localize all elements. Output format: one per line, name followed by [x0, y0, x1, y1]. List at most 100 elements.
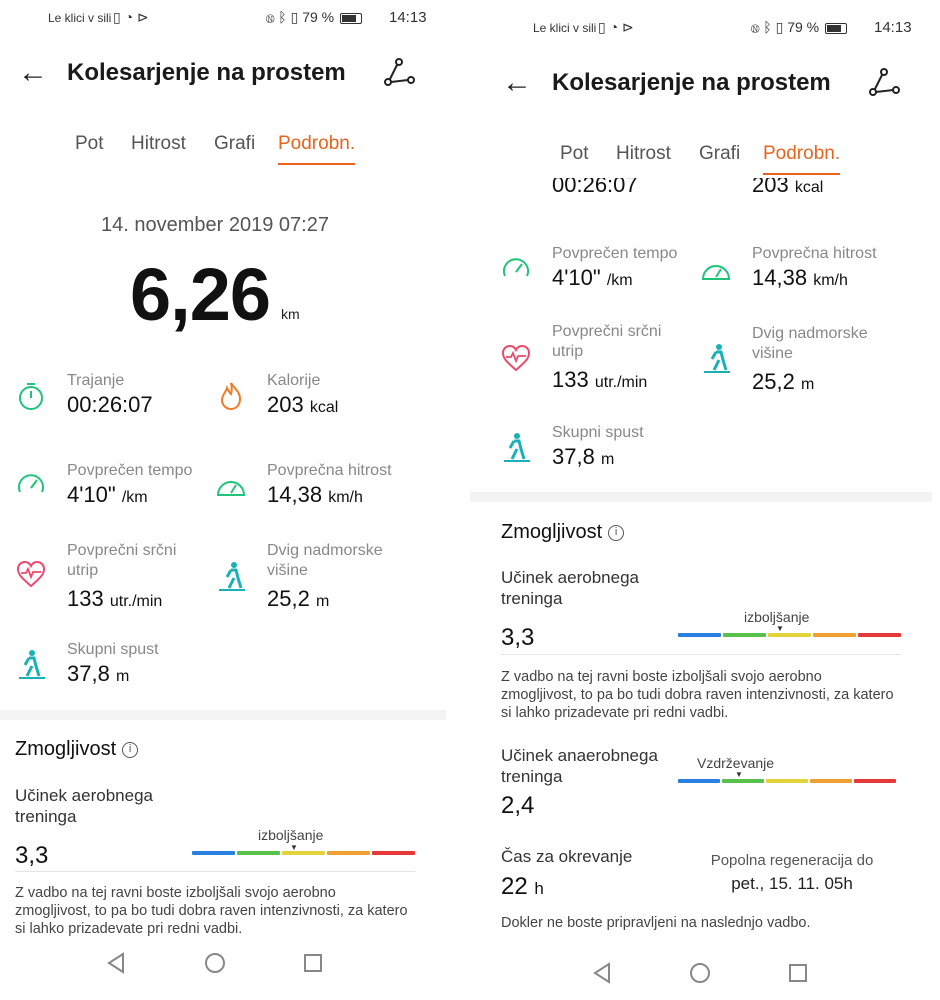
nav-back-icon[interactable] — [106, 952, 126, 974]
metric-avg-heart-rate: Povprečni srčni utrip 133 utr./min — [67, 541, 176, 616]
metric-calories: Kalorije 203 kcal — [267, 371, 338, 422]
section-divider — [470, 492, 932, 502]
status-bar: Le klici v sili ▯ ◔ ⊳ Ⓝ ᛒ ▯ 79 % 14:13 — [0, 0, 446, 26]
avg-speed-unit: km/h — [813, 272, 848, 289]
aerobic-label-1: Učinek aerobnega — [501, 568, 639, 587]
bar-segment — [192, 851, 235, 855]
separator-line — [501, 654, 901, 655]
metric-avg-pace: Povprečen tempo 4'10" /km — [67, 461, 192, 512]
bar-segment — [327, 851, 370, 855]
aerobic-label: Učinek aerobnega treninga — [15, 785, 153, 827]
back-arrow-icon[interactable]: ← — [502, 66, 532, 99]
system-icons: Ⓝ ᛒ ▯ 79 % — [266, 9, 364, 26]
tab-details[interactable]: Podrobn. — [763, 143, 841, 175]
vibrate-icon: ▯ — [290, 9, 299, 25]
anaerobic-label-2: treninga — [501, 767, 563, 786]
info-icon[interactable]: i — [608, 524, 625, 541]
recovery-note-2: pet., 15. 11. 05h — [731, 874, 853, 893]
elev-label-2: višine — [267, 562, 308, 579]
anaerobic-effect-bar — [678, 779, 896, 783]
avg-speed-label: Povprečna hitrost — [267, 462, 392, 479]
elev-value: 25,2 — [267, 586, 310, 611]
avg-pace-label: Povprečen tempo — [552, 245, 678, 262]
tab-speed[interactable]: Hitrost — [131, 133, 186, 154]
performance-title: Zmogljivost i — [501, 521, 625, 544]
right-screen: Le klici v sili ▯ ◔ ⊳ Ⓝ ᛒ ▯ 79 % 14:13 ←… — [470, 0, 932, 1000]
performance-title-text: Zmogljivost — [501, 521, 603, 543]
tab-route[interactable]: Pot — [560, 143, 589, 164]
avg-speed-label: Povprečna hitrost — [752, 245, 877, 262]
battery-icon — [825, 22, 848, 34]
calories-cut-value: 203 — [752, 178, 789, 197]
hiker-icon — [219, 562, 245, 591]
signal-icons: ▯ ◔ ⊳ — [598, 19, 634, 36]
aerobic-marker: ▼ — [776, 624, 784, 633]
route-icon[interactable] — [384, 58, 416, 88]
avg-hr-label-2: utrip — [552, 343, 584, 360]
nav-home-icon[interactable] — [204, 952, 226, 974]
nav-recents-icon[interactable] — [303, 953, 323, 973]
gauge-icon — [701, 265, 731, 280]
bar-segment — [722, 779, 764, 783]
calories-value-cut: 203 kcal — [752, 178, 823, 198]
speedometer-icon — [503, 258, 529, 277]
descent-value: 37,8 — [552, 444, 595, 469]
aerobic-value: 3,3 — [501, 624, 535, 651]
bar-segment — [678, 779, 720, 783]
metric-avg-pace: Povprečen tempo 4'10" /km — [552, 244, 677, 295]
sim-icon: ▯ — [598, 19, 606, 35]
aerobic-description: Z vadbo na tej ravni boste izboljšali sv… — [501, 669, 894, 721]
system-icons: Ⓝ ᛒ ▯ 79 % — [751, 19, 849, 36]
info-icon[interactable]: i — [122, 741, 139, 758]
hiker-descent-icon — [19, 650, 45, 679]
route-icon[interactable] — [869, 68, 901, 98]
avg-hr-value: 133 — [552, 367, 589, 392]
descent-label: Skupni spust — [552, 424, 644, 441]
aerobic-bar-label: izboljšanje — [744, 609, 810, 625]
tab-speed[interactable]: Hitrost — [616, 143, 671, 164]
workout-date: 14. november 2019 07:27 — [101, 214, 329, 236]
anaerobic-bar-label: Vzdrževanje — [697, 755, 775, 771]
nfc-icon: Ⓝ — [751, 19, 760, 35]
avg-pace-value: 4'10" — [552, 265, 601, 290]
separator-line — [15, 871, 415, 872]
aerobic-effect-bar — [192, 851, 415, 855]
aerobic-value: 3,3 — [15, 842, 49, 869]
back-arrow-icon[interactable]: ← — [18, 56, 48, 89]
anaerobic-label: Učinek anaerobnega treninga — [501, 745, 658, 787]
recovery-unit: h — [534, 879, 544, 898]
metric-avg-heart-rate: Povprečni srčni utrip 133 utr./min — [552, 322, 661, 397]
aerobic-label-1: Učinek aerobnega — [15, 786, 153, 805]
heart-rate-icon — [501, 344, 531, 372]
bar-segment — [282, 851, 325, 855]
nav-home-icon[interactable] — [689, 962, 711, 984]
aerobic-label-2: treninga — [15, 807, 77, 826]
speedometer-icon — [18, 474, 44, 493]
metric-elevation-gain: Dvig nadmorske višine 25,2 m — [752, 324, 868, 399]
bar-segment — [813, 633, 856, 637]
distance-value: 6,26 — [130, 253, 271, 336]
tab-details[interactable]: Podrobn. — [278, 133, 356, 165]
recovery-hours: 22 — [501, 873, 528, 900]
bluetooth-icon: ᛒ — [763, 19, 772, 35]
tab-charts[interactable]: Grafi — [699, 143, 741, 164]
bluetooth-icon: ᛒ — [278, 9, 287, 25]
nav-back-icon[interactable] — [592, 962, 612, 984]
battery-percent: 79 % — [787, 19, 820, 35]
recovery-description: Dokler ne boste pripravljeni na naslednj… — [501, 915, 811, 931]
distance-unit: km — [281, 306, 300, 322]
elev-label-1: Dvig nadmorske — [752, 325, 868, 342]
aerobic-label-2: treninga — [501, 589, 563, 608]
anaerobic-label-1: Učinek anaerobnega — [501, 746, 658, 765]
duration-label: Trajanje — [67, 372, 125, 389]
metric-avg-speed: Povprečna hitrost 14,38 km/h — [752, 244, 877, 295]
sim-icon: ▯ — [113, 9, 121, 25]
bar-segment — [768, 633, 811, 637]
nfc-icon: Ⓝ — [266, 9, 275, 25]
elev-label-1: Dvig nadmorske — [267, 542, 383, 559]
nav-recents-icon[interactable] — [788, 963, 808, 983]
tab-route[interactable]: Pot — [75, 133, 104, 154]
section-divider — [0, 710, 446, 720]
tab-charts[interactable]: Grafi — [214, 133, 256, 154]
avg-speed-value: 14,38 — [752, 265, 808, 290]
